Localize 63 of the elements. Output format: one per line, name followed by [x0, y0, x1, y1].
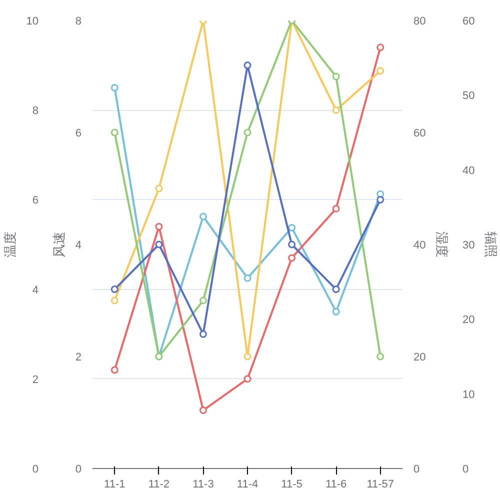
- text: 50: [462, 90, 475, 102]
- point: [199, 330, 207, 338]
- y-tick-label: 0: [75, 464, 82, 476]
- point: [244, 62, 252, 70]
- point: [332, 106, 340, 114]
- text: 60: [462, 16, 475, 28]
- point: [110, 286, 118, 294]
- point: [244, 352, 252, 360]
- point: [155, 222, 163, 230]
- y-tick-label: 8: [75, 16, 82, 28]
- point: [155, 240, 163, 248]
- y3-axis-title: 温度: [2, 232, 18, 258]
- point: [288, 240, 296, 248]
- point: [332, 204, 340, 212]
- y2-tick-label: 80: [414, 16, 426, 28]
- y-tick-label: 4: [75, 240, 82, 252]
- point: [244, 128, 252, 136]
- text: 30: [462, 240, 475, 252]
- point: [376, 44, 384, 52]
- point: [110, 84, 118, 92]
- text: 20: [462, 314, 475, 326]
- point: [376, 67, 384, 75]
- x-tick-label: 11-4: [236, 478, 258, 490]
- point: [110, 366, 118, 374]
- y2-axis-title: 湿度: [434, 232, 450, 258]
- point: [110, 296, 118, 304]
- point: [199, 406, 207, 414]
- x-tick-label: 11-3: [192, 478, 214, 490]
- x-tick-label: 11-6: [325, 478, 347, 490]
- point: [199, 296, 207, 304]
- text: 0: [462, 464, 469, 476]
- point: [376, 352, 384, 360]
- y-tick-label: 6: [75, 128, 82, 140]
- point: [288, 224, 296, 232]
- point: [244, 375, 252, 383]
- point: [332, 72, 340, 80]
- y2-tick-label: 0: [414, 464, 420, 476]
- x-tick-label: 11-2: [148, 478, 170, 490]
- y2-tick-label: 40: [414, 240, 426, 252]
- point: [244, 274, 252, 282]
- text: 辐照: [482, 232, 498, 258]
- point: [110, 128, 118, 136]
- y3-tick-label: 4: [32, 284, 39, 296]
- y3-tick-label: 0: [32, 464, 39, 476]
- y-axis-title: 风速: [52, 232, 68, 258]
- y2-tick-label: 60: [414, 128, 426, 140]
- y3-tick-label: 6: [32, 194, 39, 207]
- x-tick-label: 11-5: [281, 478, 302, 490]
- point: [332, 308, 340, 316]
- y2-tick-label: 20: [414, 352, 426, 364]
- x-tick-label: 11-57: [366, 478, 394, 490]
- y3-tick-label: 10: [26, 16, 39, 28]
- y3-tick-label: 8: [32, 105, 39, 118]
- y3-tick-label: 2: [32, 374, 39, 386]
- text: 10: [462, 388, 475, 401]
- point: [376, 196, 384, 204]
- point: [155, 184, 163, 192]
- x-tick-label: 11-1: [104, 478, 126, 490]
- point: [199, 212, 207, 220]
- text: 40: [462, 164, 475, 177]
- y-tick-label: 2: [75, 352, 82, 364]
- point: [332, 286, 340, 294]
- point: [288, 254, 296, 262]
